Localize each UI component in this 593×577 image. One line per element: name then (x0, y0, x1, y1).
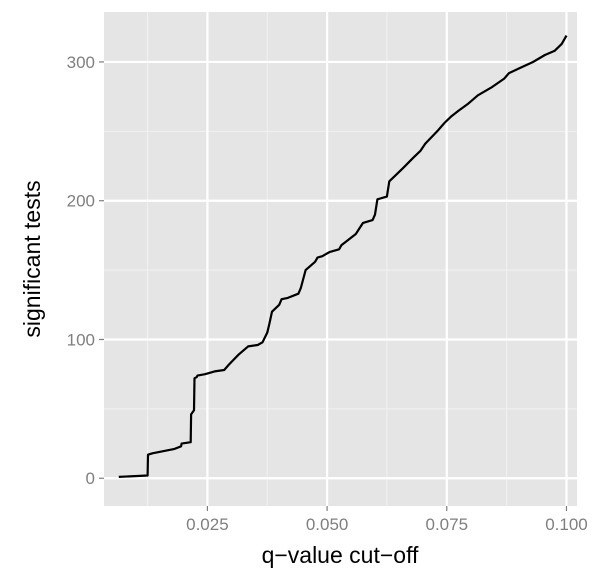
grid-major (104, 12, 577, 506)
plot-panel (104, 12, 577, 506)
x-axis: 0.025 0.050 0.075 0.100 (186, 506, 588, 534)
series-line (118, 35, 568, 478)
y-tick-label: 200 (67, 192, 95, 211)
y-tick-label: 300 (67, 53, 95, 72)
y-axis-title: significant tests (19, 180, 45, 337)
x-tick-label: 0.075 (426, 515, 469, 534)
x-tick-label: 0.100 (545, 515, 588, 534)
y-tick-label: 100 (67, 330, 95, 349)
x-axis-title: q−value cut−off (262, 542, 419, 568)
grid-minor (104, 12, 577, 506)
y-tick-label: 0 (86, 469, 95, 488)
x-tick-label: 0.025 (186, 515, 229, 534)
x-tick-label: 0.050 (306, 515, 349, 534)
y-axis: 0 100 200 300 (67, 53, 104, 488)
